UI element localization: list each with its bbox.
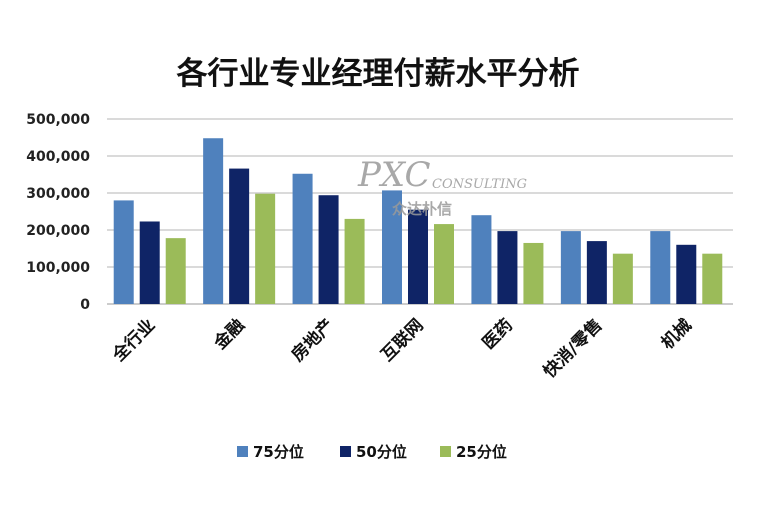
legend-swatch [237, 446, 248, 457]
bar [676, 244, 697, 304]
bar [471, 215, 492, 304]
bar [344, 218, 365, 304]
bar [229, 168, 250, 304]
legend-swatch [440, 446, 451, 457]
y-tick-label: 500,000 [26, 112, 90, 128]
bar [408, 209, 428, 304]
y-tick-label: 200,000 [26, 223, 90, 239]
bar [434, 224, 454, 304]
bar [292, 173, 313, 304]
legend: 75分位 50分位 25分位 [237, 443, 507, 461]
x-tick-label: 医药 [478, 315, 517, 354]
x-tick-label: 房地产 [287, 315, 338, 366]
bar [382, 190, 402, 304]
y-tick-label: 100,000 [26, 260, 90, 276]
bar [586, 241, 607, 304]
x-tick-label: 快消/零售 [539, 315, 606, 382]
bar [318, 195, 339, 304]
bar [203, 138, 224, 304]
y-axis: 500,000 400,000 300,000 200,000 100,000 0 [26, 112, 90, 313]
x-axis: 全行业 金融 房地产 互联网 医药 快消/零售 机械 [108, 315, 696, 382]
x-tick-label: 金融 [209, 315, 249, 355]
bar [523, 242, 544, 304]
chart-title: 各行业专业经理付薪水平分析 [176, 56, 580, 92]
bar [255, 193, 276, 304]
y-tick-label: 0 [80, 297, 90, 313]
watermark-consulting: CONSULTING [432, 177, 527, 192]
bars [113, 138, 723, 304]
watermark-brand: PXC [357, 155, 431, 195]
bar [165, 238, 186, 304]
x-tick-label: 机械 [657, 315, 696, 354]
bar [612, 253, 633, 304]
y-tick-label: 300,000 [26, 186, 90, 202]
legend-swatch [340, 446, 351, 457]
legend-label: 25分位 [456, 443, 507, 461]
x-tick-label: 互联网 [377, 315, 427, 365]
bar [702, 253, 723, 304]
watermark-cn: 众达朴信 [392, 200, 452, 218]
watermark: PXC CONSULTING 众达朴信 [357, 155, 527, 218]
legend-label: 75分位 [253, 443, 304, 461]
bar [497, 231, 518, 304]
bar [650, 231, 671, 304]
legend-label: 50分位 [356, 443, 407, 461]
bar [560, 231, 581, 304]
bar [113, 200, 134, 304]
x-tick-label: 全行业 [108, 315, 160, 367]
bar [139, 221, 160, 304]
y-tick-label: 400,000 [26, 149, 90, 165]
